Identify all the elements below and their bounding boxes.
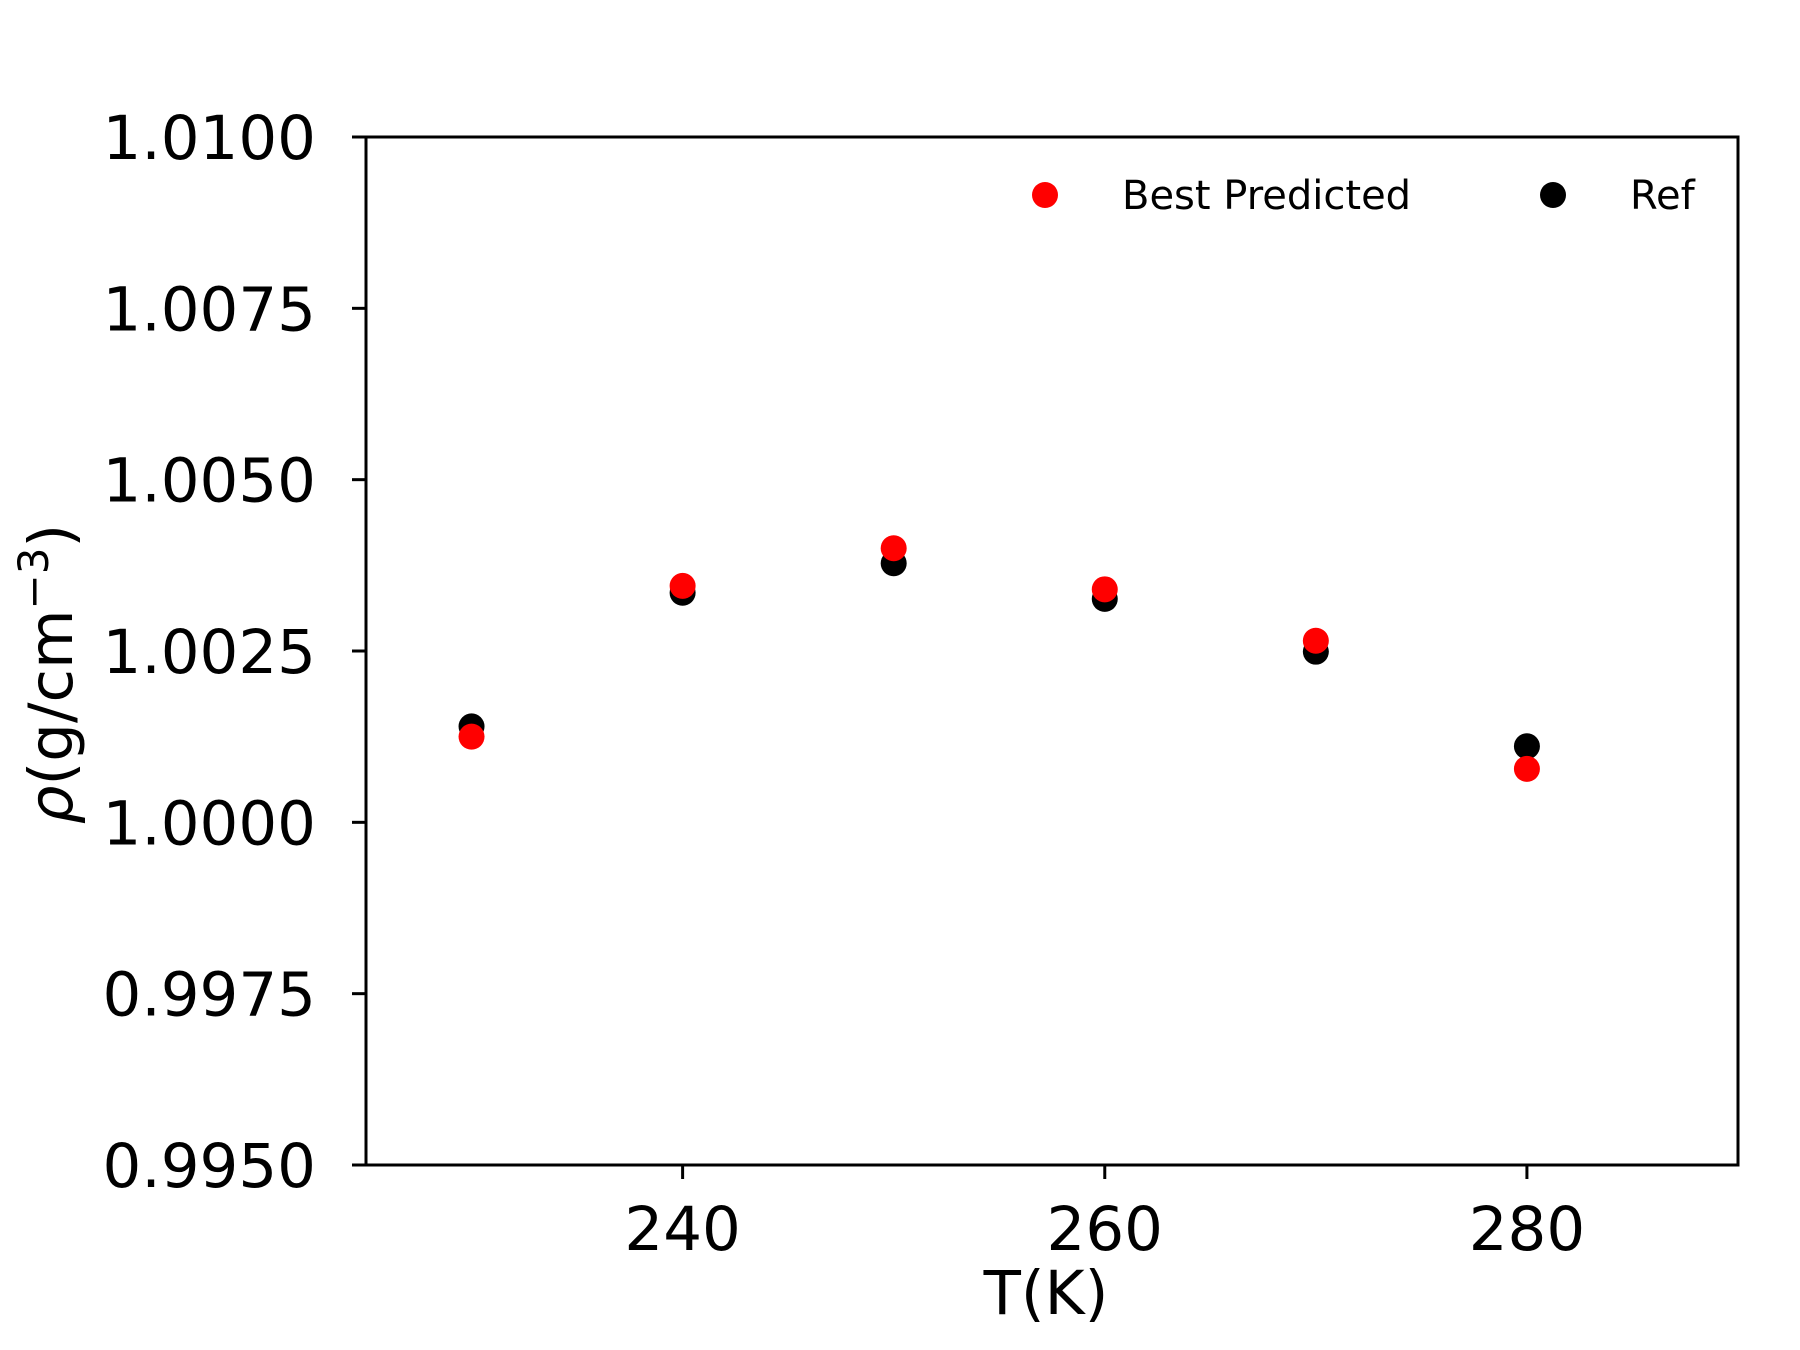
y-tick-label: 1.0050 [103, 446, 316, 517]
x-tick-label: 260 [1047, 1194, 1163, 1265]
data-points [458, 535, 1540, 782]
y-tick-label: 1.0075 [103, 274, 316, 345]
y-axis-label-unit: (g/cm [16, 609, 87, 785]
y-axis-label-symbol: ρ [16, 785, 87, 824]
point-best-predicted [1302, 627, 1329, 654]
x-tick-label: 280 [1469, 1194, 1585, 1265]
y-axis-label-exponent: −3 [9, 548, 58, 610]
legend-marker-best-predicted [1032, 182, 1058, 208]
y-tick-label: 1.0025 [103, 617, 316, 688]
legend-label-best-predicted: Best Predicted [1122, 173, 1411, 219]
point-best-predicted [669, 572, 696, 599]
y-tick-label: 0.9975 [103, 960, 316, 1031]
y-tick-label: 1.0100 [103, 103, 316, 174]
y-axis-label-close: ) [16, 524, 87, 548]
x-axis-ticks: 240 260 280 [624, 1165, 1585, 1265]
point-best-predicted [458, 723, 485, 750]
legend: Best Predicted Ref [1032, 173, 1696, 219]
point-best-predicted [1091, 576, 1118, 603]
point-ref [1513, 733, 1540, 760]
y-tick-label: 0.9950 [103, 1131, 316, 1202]
legend-marker-ref [1540, 182, 1566, 208]
y-axis-label: ρ(g/cm−3) [9, 524, 87, 825]
point-best-predicted [880, 535, 907, 562]
legend-label-ref: Ref [1630, 173, 1696, 219]
x-axis-label: T(K) [983, 1258, 1109, 1329]
x-tick-label: 240 [624, 1194, 740, 1265]
y-axis-ticks: 0.9950 0.9975 1.0000 1.0025 1.0050 1.0075 1.01… [103, 103, 366, 1202]
point-best-predicted [1513, 755, 1540, 782]
y-tick-label: 1.0000 [103, 788, 316, 859]
